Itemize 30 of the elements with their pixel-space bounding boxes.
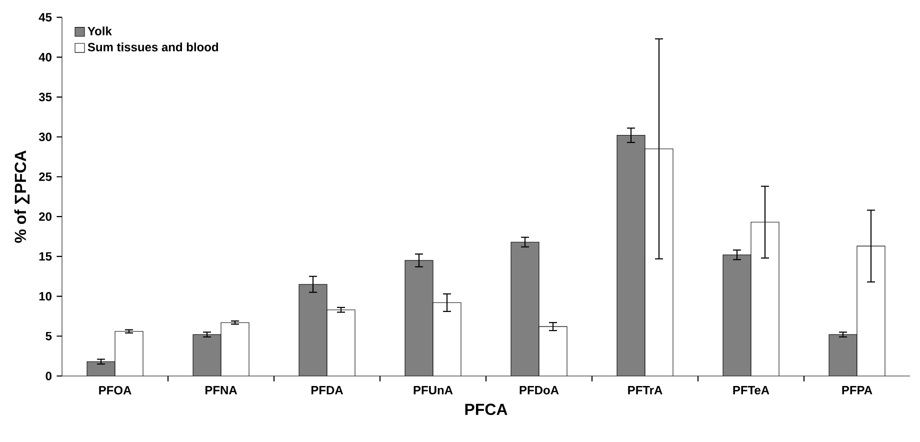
x-tick-label: PFDoA [520, 386, 559, 394]
bar [193, 334, 222, 376]
x-tick-label: PFPA [842, 386, 872, 394]
bar [405, 260, 434, 376]
x-tick-label: PFTeA [733, 386, 770, 394]
y-tick-label: 35 [38, 92, 52, 102]
y-tick-label: 0 [46, 372, 52, 380]
y-tick-label: 40 [38, 52, 52, 62]
bar [87, 362, 116, 376]
y-tick-label: 20 [39, 212, 52, 221]
x-tick-label: PFUnA [414, 386, 453, 394]
x-tick-label: PFTrA [628, 386, 662, 394]
bar [828, 334, 858, 376]
y-tick-label: 25 [39, 172, 52, 181]
legend-label: Yolk [88, 26, 112, 36]
bar [723, 254, 751, 376]
y-tick-label: 30 [38, 132, 52, 142]
x-tick-label: PFNA [205, 386, 238, 394]
legend-label: Sum tissues and blood [88, 42, 218, 52]
y-tick-label: 10 [39, 292, 52, 301]
bar [617, 135, 646, 376]
x-tick-label: PFDA [311, 386, 344, 394]
bar [299, 284, 328, 376]
bar [511, 242, 540, 376]
x-axis-title: PFCA [465, 404, 508, 415]
y-tick-label: 45 [38, 13, 52, 22]
x-tick-label: PFOA [99, 386, 132, 395]
y-tick-label: 5 [46, 332, 52, 340]
y-tick-label: 15 [39, 252, 52, 261]
y-axis-title: % of ∑PFCA [14, 150, 30, 243]
